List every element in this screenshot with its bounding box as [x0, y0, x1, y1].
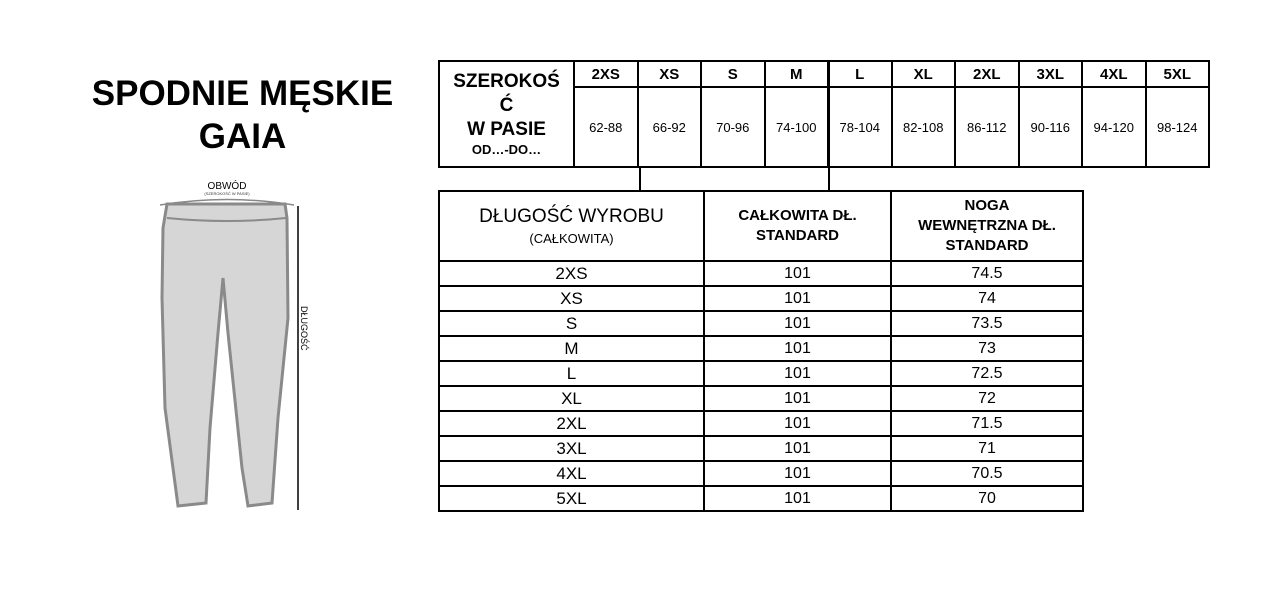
total-length-cell: 101	[703, 410, 892, 437]
size-cell: 3XL	[438, 435, 705, 462]
size-cell: 2XL	[438, 410, 705, 437]
size-cell: M	[438, 335, 705, 362]
length-label: DŁUGOŚĆ	[299, 306, 310, 351]
inseam-length-cell: 70.5	[890, 460, 1084, 487]
length-col3-header: NOGA WEWNĘTRZNA DŁ. STANDARD	[890, 190, 1084, 262]
waist-sublabel: (SZEROKOŚĆ W PASIE)	[204, 191, 250, 196]
size-cell: 5XL	[438, 485, 705, 512]
page-title: SPODNIE MĘSKIE GAIA	[60, 72, 425, 158]
length-row: 5XL 101 70	[438, 485, 1084, 512]
size-header: XL	[890, 60, 956, 88]
total-length-cell: 101	[703, 310, 892, 337]
length-row: L 101 72.5	[438, 360, 1084, 387]
total-length-cell: 101	[703, 260, 892, 287]
size-cell: XL	[438, 385, 705, 412]
waist-value: 94-120	[1081, 86, 1147, 168]
waist-label-line: W PASIE	[467, 119, 546, 140]
size-header: 2XL	[954, 60, 1020, 88]
inseam-length-cell: 74	[890, 285, 1084, 312]
inseam-length-cell: 70	[890, 485, 1084, 512]
col3-line: STANDARD	[945, 237, 1029, 254]
length-row: 2XS 101 74.5	[438, 260, 1084, 287]
size-header: 5XL	[1144, 60, 1210, 88]
title-line-2: GAIA	[198, 117, 287, 156]
waist-values-row: 62-88 66-92 70-96 74-100 78-104 82-108 86-112 9…	[439, 86, 1210, 168]
inseam-length-cell: 73.5	[890, 310, 1084, 337]
waist-value: 78-104	[827, 86, 893, 168]
waist-value: 98-124	[1144, 86, 1210, 168]
waist-value: 90-116	[1017, 86, 1083, 168]
inseam-length-cell: 71.5	[890, 410, 1084, 437]
total-length-cell: 101	[703, 460, 892, 487]
length-row: 4XL 101 70.5	[438, 460, 1084, 487]
length-col2-header: CAŁKOWITA DŁ. STANDARD	[703, 190, 892, 262]
size-header: 2XS	[573, 60, 639, 88]
waist-label-sub: OD…-DO…	[471, 142, 542, 157]
waist-value: 82-108	[890, 86, 956, 168]
col3-line: WEWNĘTRZNA DŁ.	[918, 217, 1056, 234]
connector-line	[639, 166, 641, 191]
length-table: DŁUGOŚĆ WYROBU (CAŁKOWITA) CAŁKOWITA DŁ. S…	[438, 190, 1084, 512]
total-length-cell: 101	[703, 485, 892, 512]
size-cell: L	[438, 360, 705, 387]
col1-title: DŁUGOŚĆ WYROBU	[479, 206, 664, 227]
total-length-cell: 101	[703, 435, 892, 462]
waist-value: 70-96	[700, 86, 766, 168]
total-length-cell: 101	[703, 335, 892, 362]
length-row: XL 101 72	[438, 385, 1084, 412]
inseam-length-cell: 72.5	[890, 360, 1084, 387]
waist-value: 66-92	[636, 86, 702, 168]
total-length-cell: 101	[703, 360, 892, 387]
inseam-length-cell: 74.5	[890, 260, 1084, 287]
size-cell: XS	[438, 285, 705, 312]
length-col1-header: DŁUGOŚĆ WYROBU (CAŁKOWITA)	[438, 190, 705, 262]
total-length-cell: 101	[703, 285, 892, 312]
size-cell: 2XS	[438, 260, 705, 287]
pants-illustration: OBWÓD (SZEROKOŚĆ W PASIE) DŁUGOŚĆ	[159, 179, 310, 510]
waist-size-table: SZEROKOŚ Ć W PASIE OD…-DO… 2XS XS S M L XL 2XL 3XL…	[438, 60, 1210, 168]
length-row: S 101 73.5	[438, 310, 1084, 337]
waist-label-line: SZEROKOŚ	[453, 71, 560, 92]
waist-header-row: SZEROKOŚ Ć W PASIE OD…-DO… 2XS XS S M L XL 2XL 3XL…	[438, 60, 1210, 168]
waist-label-line: Ć	[499, 95, 514, 116]
total-length-cell: 101	[703, 385, 892, 412]
waist-value: 74-100	[763, 86, 829, 168]
col3-line: NOGA	[964, 197, 1010, 214]
size-header: 3XL	[1017, 60, 1083, 88]
length-row: M 101 73	[438, 335, 1084, 362]
waist-value: 62-88	[573, 86, 639, 168]
title-line-1: SPODNIE MĘSKIE	[91, 74, 394, 113]
size-cell: 4XL	[438, 460, 705, 487]
waist-label: OBWÓD	[208, 179, 247, 192]
length-header-row: DŁUGOŚĆ WYROBU (CAŁKOWITA) CAŁKOWITA DŁ. S…	[438, 190, 1084, 262]
size-header: S	[700, 60, 766, 88]
size-header: M	[763, 60, 829, 88]
inseam-length-cell: 71	[890, 435, 1084, 462]
size-header: 4XL	[1081, 60, 1147, 88]
waist-value: 86-112	[954, 86, 1020, 168]
size-header: L	[827, 60, 893, 88]
size-header: XS	[636, 60, 702, 88]
length-row: 2XL 101 71.5	[438, 410, 1084, 437]
length-row: 3XL 101 71	[438, 435, 1084, 462]
inseam-length-cell: 72	[890, 385, 1084, 412]
waist-label-cell: SZEROKOŚ Ć W PASIE OD…-DO…	[438, 60, 575, 168]
inseam-length-cell: 73	[890, 335, 1084, 362]
length-row: XS 101 74	[438, 285, 1084, 312]
col1-sub: (CAŁKOWITA)	[529, 231, 614, 246]
connector-line	[828, 60, 830, 191]
col2-line: STANDARD	[755, 227, 840, 244]
size-cell: S	[438, 310, 705, 337]
col2-line: CAŁKOWITA DŁ.	[738, 207, 857, 224]
